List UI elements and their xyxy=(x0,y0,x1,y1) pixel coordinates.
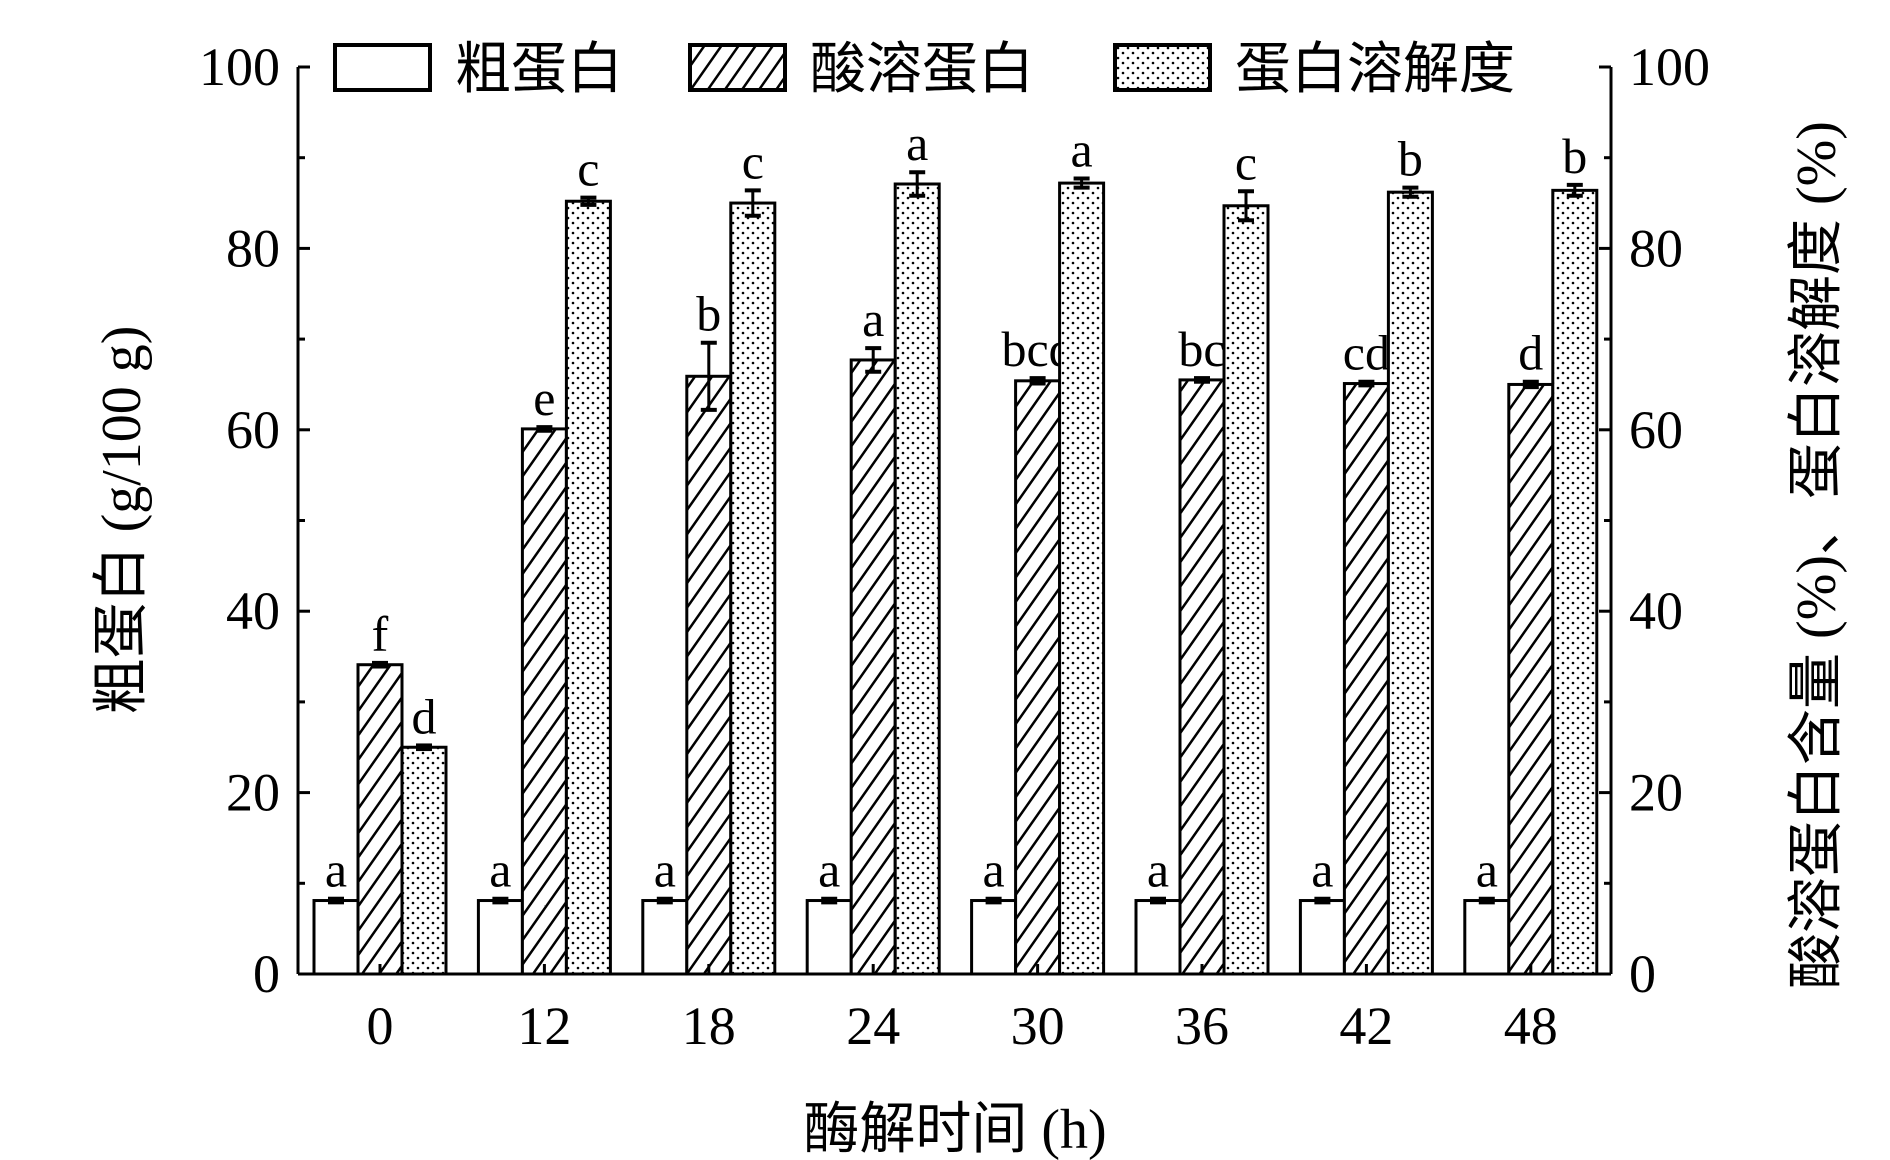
y-tick-label: 60 xyxy=(226,400,280,460)
x-tick-label: 48 xyxy=(1504,996,1558,1056)
y2-tick-label: 40 xyxy=(1629,581,1683,641)
y-axis-label: 粗蛋白 (g/100 g) xyxy=(91,326,153,715)
bar-blank xyxy=(1463,899,1511,976)
significance-letter: a xyxy=(862,291,884,347)
significance-letter: a xyxy=(1070,122,1092,178)
bar-blank xyxy=(970,899,1018,976)
bar-blank xyxy=(641,899,689,976)
y-tick-label: 20 xyxy=(226,763,280,823)
bar-hatch xyxy=(1507,382,1555,976)
bar-dots xyxy=(1058,181,1106,976)
significance-letter: a xyxy=(1476,842,1498,898)
significance-letter: a xyxy=(818,842,840,898)
x-tick-label: 42 xyxy=(1339,996,1393,1056)
significance-letter: a xyxy=(1147,842,1169,898)
significance-letter: b xyxy=(696,286,721,342)
bar-dots xyxy=(893,182,941,976)
significance-letter: a xyxy=(489,842,511,898)
legend-swatch-hatch xyxy=(688,43,787,92)
significance-letter: a xyxy=(982,842,1004,898)
y-tick-label: 80 xyxy=(226,218,280,278)
significance-letter: a xyxy=(654,842,676,898)
significance-letter: b xyxy=(1562,128,1587,184)
x-axis-label: 酶解时间 (h) xyxy=(803,1099,1106,1160)
legend-label: 粗蛋白 xyxy=(455,39,623,101)
y2-tick-label: 20 xyxy=(1629,763,1683,823)
axes-layer: 0 12 18 24 30 36 42 48 0 0 20 20 40 40 60 60 80 80 100 100 xyxy=(199,37,1710,1056)
bar-hatch xyxy=(849,358,897,976)
bar-dots xyxy=(1386,190,1434,976)
bar-dots xyxy=(400,745,448,976)
significance-letter: e xyxy=(533,370,555,426)
significance-letter: a xyxy=(325,842,347,898)
x-tick-label: 30 xyxy=(1011,996,1065,1056)
y2-tick-label: 80 xyxy=(1629,218,1683,278)
legend-label: 蛋白溶解度 xyxy=(1235,39,1515,101)
bar-blank xyxy=(1298,899,1346,976)
bar-dots xyxy=(1222,204,1270,976)
bar-hatch xyxy=(356,663,404,976)
x-tick-label: 18 xyxy=(682,996,736,1056)
x-tick-label: 12 xyxy=(517,996,571,1056)
bar-blank xyxy=(805,899,853,976)
significance-letter: cd xyxy=(1343,325,1390,381)
y-tick-label: 0 xyxy=(253,944,280,1004)
significance-letter: c xyxy=(577,141,599,197)
y2-axis-label: 酸溶蛋白含量 (%)、蛋白溶解度 (%) xyxy=(1786,121,1848,989)
significance-letter: d xyxy=(1518,325,1543,381)
bar-hatch xyxy=(685,374,733,976)
x-tick-label: 0 xyxy=(367,996,394,1056)
legend-label: 酸溶蛋白 xyxy=(810,39,1034,101)
bar-hatch xyxy=(1178,378,1226,976)
y2-tick-label: 0 xyxy=(1629,944,1656,1004)
legend: 粗蛋白 酸溶蛋白 蛋白溶解度 xyxy=(333,39,1515,101)
y2-tick-label: 100 xyxy=(1629,37,1710,97)
legend-swatch-dots xyxy=(1113,43,1212,92)
significance-letter: d xyxy=(412,688,437,744)
bar-hatch xyxy=(1014,379,1062,976)
significance-letter: a xyxy=(906,115,928,171)
significance-letter: bc xyxy=(1178,321,1225,377)
significance-letter: f xyxy=(372,606,389,662)
x-tick-label: 36 xyxy=(1175,996,1229,1056)
bar-blank xyxy=(312,899,360,976)
bar-blank xyxy=(1134,899,1182,976)
legend-swatch-blank xyxy=(333,43,432,92)
significance-letter: c xyxy=(742,133,764,189)
y-tick-label: 40 xyxy=(226,581,280,641)
y2-tick-label: 60 xyxy=(1629,400,1683,460)
y-tick-label: 100 xyxy=(199,37,280,97)
bar-dots xyxy=(729,201,777,976)
significance-letter: a xyxy=(1311,842,1333,898)
bar-dots xyxy=(564,199,612,976)
significance-letter: c xyxy=(1235,134,1257,190)
x-tick-label: 24 xyxy=(846,996,900,1056)
bar-hatch xyxy=(520,427,568,976)
significance-letter: b xyxy=(1398,131,1423,187)
bar-blank xyxy=(476,899,524,976)
bar-hatch xyxy=(1342,382,1390,976)
bar-dots xyxy=(1551,188,1599,976)
